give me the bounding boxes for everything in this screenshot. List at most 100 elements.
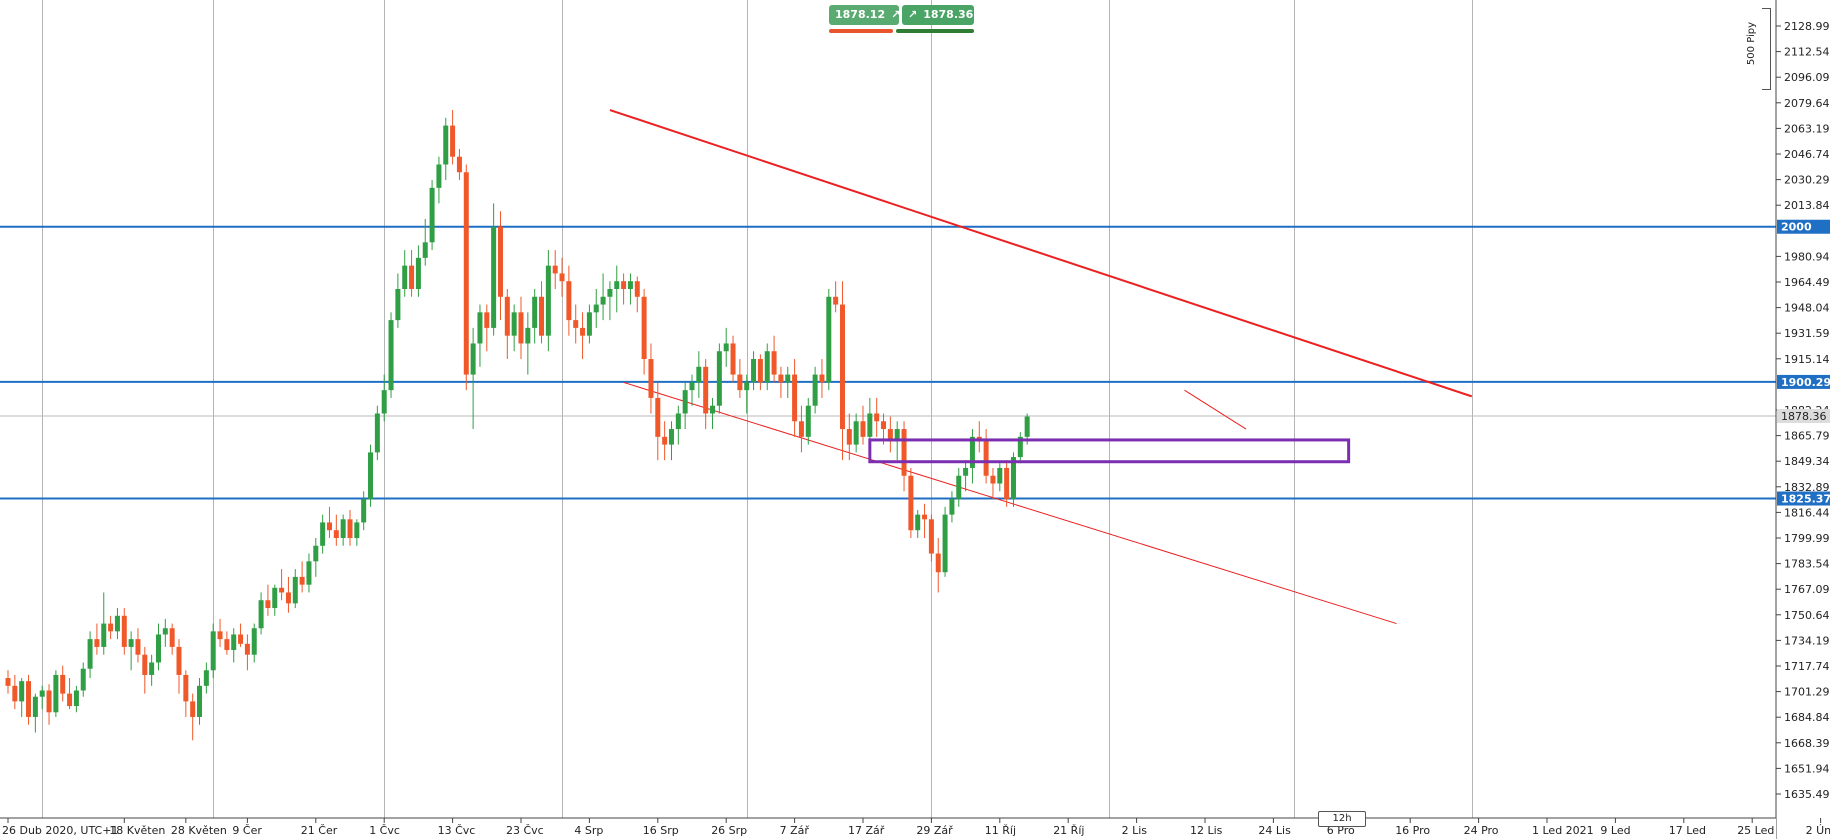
timeframe-selector[interactable]: 12h [1318,811,1366,827]
candle [108,615,114,640]
candle-body [559,273,565,282]
candle-body [190,701,196,717]
candle-body [326,522,332,531]
candle [771,335,777,383]
candle [518,296,524,360]
price-axis-label: 2079.64 [1784,97,1830,110]
time-axis-label: 24 Lis [1258,824,1291,837]
price-axis-label: 1964.49 [1784,276,1830,289]
candle [792,359,798,437]
time-axis-label: 24 Pro [1464,824,1499,837]
candle-body [778,374,784,383]
candle [484,304,490,352]
candle [80,662,86,697]
candle-body [853,421,859,445]
candle [757,354,763,391]
candle-body [504,296,510,336]
candle [949,491,955,523]
candle-body [819,374,825,383]
time-axis-label: 17 Zář [848,824,885,837]
candle [395,273,401,328]
candle [128,631,134,671]
horizontal-price-levels[interactable] [0,225,1776,500]
candle [142,646,148,694]
candle [67,678,73,710]
candle-body [381,390,387,414]
trendline[interactable] [1184,389,1247,430]
candle-body [963,467,969,476]
price-level-tag-label: 1900.29 [1781,376,1830,389]
candle [689,374,695,406]
buy-price-button[interactable]: ↗ 1878.36 [902,5,974,25]
candle [39,685,45,710]
candle [867,397,873,445]
support-zone-rectangle[interactable] [868,438,1351,464]
candle-body [484,312,490,328]
candle-body [696,366,702,383]
candle-body [915,514,921,531]
price-axis-label: 2063.19 [1784,122,1830,135]
candle-body [142,654,148,675]
candle-body [299,576,305,585]
candle-body [607,288,613,297]
candle [593,288,599,328]
candle-body [210,631,216,671]
candle [682,382,688,430]
candle [826,288,832,391]
candle-body [470,343,476,375]
candle [922,503,928,538]
candle [265,584,271,616]
time-axis-label: 12 Lis [1190,824,1223,837]
candle-body [224,639,230,651]
sell-price-button[interactable]: 1878.12 ↗ [829,5,900,25]
candle [573,304,579,344]
candle-body [306,561,312,585]
candle-body [887,429,893,442]
candle-body [108,623,114,632]
price-level-tag [1777,219,1830,234]
candle-body [983,441,989,476]
candle [354,519,360,546]
trendlines[interactable] [609,109,1473,625]
candle-body [901,429,907,476]
candle-body [785,374,791,383]
candle-body [990,475,996,484]
candle-body [128,639,134,647]
candle [210,623,216,679]
candle [73,685,79,713]
candle [422,218,428,266]
candle [511,304,517,352]
candle-body [285,592,291,604]
candle [381,374,387,422]
candle [805,397,811,445]
candle [648,343,654,414]
candle-body [518,312,524,344]
trendline[interactable] [623,381,1397,625]
time-axis-label: 17 Led [1669,824,1706,837]
candle [436,156,442,204]
buy-price-value: 1878.36 [923,8,974,21]
candle [135,628,141,663]
candle-body [627,281,633,289]
candle [374,405,380,461]
candle [361,491,367,531]
price-axis-label: 1701.29 [1784,686,1830,699]
candle [566,265,572,336]
candle [32,693,38,733]
candle-body [149,662,155,675]
time-axis-background[interactable] [0,818,1776,839]
candle [846,413,852,461]
candle-body [675,413,681,430]
candle [969,429,975,484]
candle-body [928,519,934,554]
candle-body [46,690,52,713]
candle [26,674,32,725]
candle [874,397,880,437]
candle-body [443,125,449,165]
trendline[interactable] [609,109,1473,398]
candle-body [450,125,456,157]
candle-body [949,499,955,515]
candle [525,312,531,375]
candle [963,460,969,492]
